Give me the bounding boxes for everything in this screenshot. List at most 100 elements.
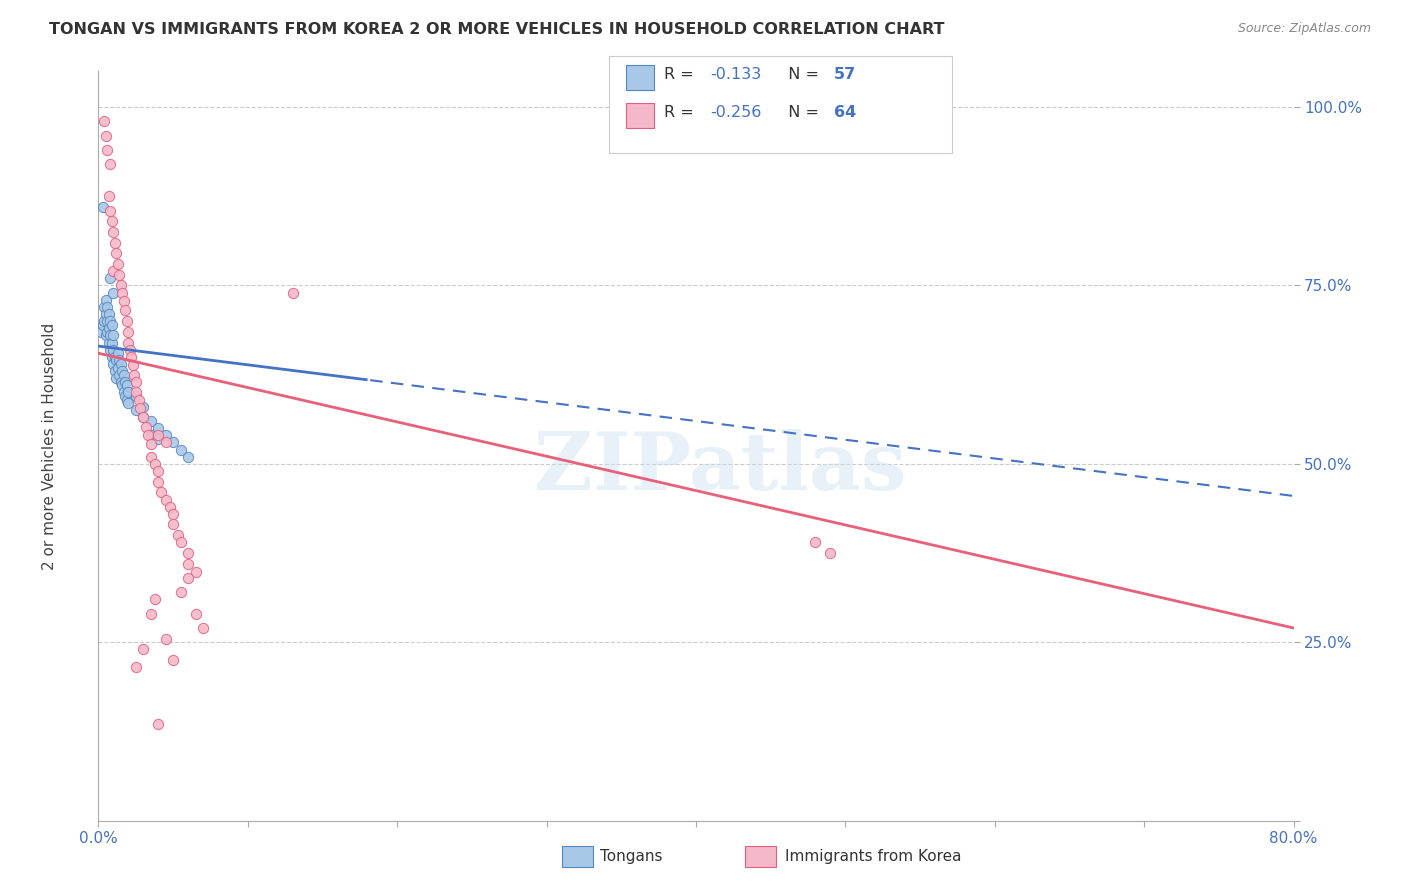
Point bbox=[105, 371, 128, 385]
Point bbox=[177, 450, 200, 464]
Point bbox=[118, 343, 141, 357]
Point bbox=[162, 507, 184, 521]
Point bbox=[104, 235, 127, 250]
Point bbox=[115, 392, 138, 407]
Point bbox=[148, 421, 170, 435]
Point bbox=[91, 200, 114, 214]
Point bbox=[115, 378, 138, 392]
Point bbox=[96, 325, 118, 339]
Point bbox=[93, 314, 115, 328]
Point bbox=[94, 293, 117, 307]
Point bbox=[177, 546, 200, 560]
Point bbox=[103, 225, 125, 239]
Point bbox=[169, 585, 191, 599]
Point bbox=[110, 357, 132, 371]
Point bbox=[124, 368, 146, 382]
Point bbox=[111, 378, 134, 392]
Point bbox=[91, 318, 114, 332]
Text: -0.256: -0.256 bbox=[710, 105, 762, 120]
Point bbox=[129, 401, 152, 416]
Point bbox=[112, 368, 135, 382]
Text: TONGAN VS IMMIGRANTS FROM KOREA 2 OR MORE VEHICLES IN HOUSEHOLD CORRELATION CHAR: TONGAN VS IMMIGRANTS FROM KOREA 2 OR MOR… bbox=[49, 22, 945, 37]
Point bbox=[159, 500, 181, 514]
Point bbox=[139, 428, 162, 442]
Point bbox=[139, 450, 162, 464]
Point bbox=[169, 442, 191, 457]
Point bbox=[108, 268, 131, 282]
Point bbox=[162, 435, 184, 450]
Point bbox=[125, 403, 148, 417]
Point bbox=[132, 400, 155, 414]
Point bbox=[96, 300, 118, 314]
Point bbox=[150, 485, 173, 500]
Point bbox=[125, 389, 148, 403]
Point bbox=[101, 214, 124, 228]
Point bbox=[125, 375, 148, 389]
Point bbox=[97, 307, 120, 321]
Point bbox=[132, 410, 155, 425]
Point bbox=[111, 364, 134, 378]
Point bbox=[132, 642, 155, 657]
Point bbox=[93, 114, 115, 128]
Point bbox=[115, 314, 138, 328]
Text: Tongans: Tongans bbox=[600, 849, 662, 863]
Point bbox=[108, 368, 131, 382]
Text: ZIPatlas: ZIPatlas bbox=[534, 429, 905, 508]
Point bbox=[107, 360, 129, 375]
Text: 2 or more Vehicles in Household: 2 or more Vehicles in Household bbox=[42, 322, 56, 570]
Point bbox=[94, 328, 117, 343]
Point bbox=[96, 314, 118, 328]
Point bbox=[120, 350, 142, 364]
Point bbox=[110, 375, 132, 389]
Point bbox=[110, 278, 132, 293]
Point bbox=[155, 435, 177, 450]
Point bbox=[820, 546, 842, 560]
Point bbox=[105, 246, 128, 260]
Point bbox=[103, 285, 125, 300]
Point bbox=[177, 571, 200, 585]
Text: 57: 57 bbox=[834, 67, 856, 81]
Point bbox=[111, 285, 134, 300]
Point bbox=[191, 621, 214, 635]
Point bbox=[105, 353, 128, 368]
Point bbox=[112, 385, 135, 400]
Point bbox=[128, 392, 150, 407]
Point bbox=[98, 157, 122, 171]
Point bbox=[162, 653, 184, 667]
Point bbox=[148, 717, 170, 731]
Point bbox=[121, 359, 143, 373]
Point bbox=[177, 557, 200, 571]
Point bbox=[112, 294, 135, 309]
Point bbox=[125, 385, 148, 400]
Point bbox=[98, 314, 122, 328]
Point bbox=[107, 257, 129, 271]
Point bbox=[148, 432, 170, 446]
Text: 64: 64 bbox=[834, 105, 856, 120]
Point bbox=[114, 375, 136, 389]
Point bbox=[804, 535, 827, 549]
Point bbox=[155, 632, 177, 646]
Point bbox=[132, 410, 155, 425]
Point bbox=[107, 346, 129, 360]
Point bbox=[96, 143, 118, 157]
Point bbox=[104, 364, 127, 378]
Point bbox=[281, 285, 304, 300]
Point bbox=[103, 264, 125, 278]
Point bbox=[184, 566, 207, 580]
Point bbox=[117, 335, 139, 350]
Point bbox=[155, 492, 177, 507]
Point bbox=[143, 457, 166, 471]
Point bbox=[114, 303, 136, 318]
Point bbox=[103, 328, 125, 343]
Point bbox=[97, 321, 120, 335]
Point bbox=[139, 437, 162, 451]
Point bbox=[155, 428, 177, 442]
Point bbox=[139, 414, 162, 428]
Point bbox=[90, 325, 112, 339]
Point bbox=[98, 343, 122, 357]
Point bbox=[103, 357, 125, 371]
Point bbox=[136, 428, 159, 442]
Point bbox=[148, 475, 170, 489]
Point bbox=[101, 318, 124, 332]
Point bbox=[114, 389, 136, 403]
